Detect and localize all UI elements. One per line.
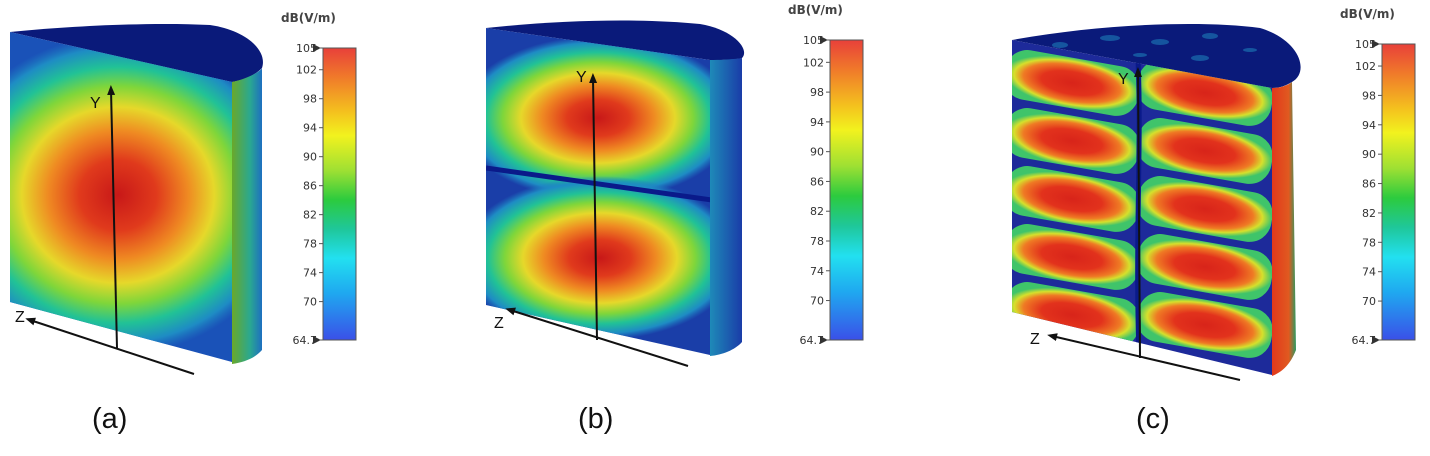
y-axis-label: Y (576, 69, 587, 86)
colorbar-tick-label: 94 (1362, 119, 1376, 132)
colorbar-tick-label: 64.7 (800, 334, 825, 347)
panel-caption: (c) (1136, 403, 1170, 435)
colorbar-tick-label: 105 (1355, 38, 1376, 51)
y-axis-arrow (1134, 67, 1143, 359)
panel-caption: (b) (578, 403, 613, 435)
max-marker-icon (1372, 40, 1380, 48)
colorbar-gradient (829, 39, 864, 341)
colorbar-tick-label: 82 (1362, 207, 1376, 220)
min-marker-icon (313, 336, 321, 344)
colorbar-tick-label: 98 (1362, 89, 1376, 102)
z-axis-label: Z (15, 309, 25, 326)
colorbar-tick-label: 78 (1362, 236, 1376, 249)
colorbar-tick-label: 86 (303, 180, 317, 193)
y-axis-arrow (589, 73, 598, 341)
y-axis-label: Y (1118, 71, 1129, 88)
colorbar-tick-label: 78 (303, 238, 317, 251)
cylinder-top-face (1012, 24, 1301, 88)
z-axis-arrow (1047, 333, 1241, 381)
panel-a: Y Z (a) (10, 23, 263, 435)
y-axis-arrow (107, 85, 118, 349)
colorbar-tick-label: 82 (810, 205, 824, 218)
colorbar-tick-label: 64.7 (1352, 334, 1377, 347)
y-axis-label: Y (90, 95, 101, 112)
colorbar-tick-label: 70 (810, 295, 824, 308)
max-marker-icon (313, 44, 321, 52)
panel-b: Y Z (b) (486, 20, 745, 435)
colorbar-tick-label: 74 (303, 267, 317, 280)
colorbar-tick-label: 102 (1355, 60, 1376, 73)
field-lobe (1012, 108, 1140, 174)
colorbar-gradient (322, 47, 357, 341)
colorbar-tick-label: 94 (810, 116, 824, 129)
z-axis-arrow (505, 307, 689, 367)
cylinder-side-face (232, 68, 262, 364)
field-front-face (10, 32, 232, 362)
z-axis-arrow (25, 317, 195, 375)
colorbar-tick-label: 98 (303, 93, 317, 106)
colorbar-tick-label: 86 (1362, 178, 1376, 191)
field-front-face (486, 28, 710, 355)
colorbar-tick-label: 70 (1362, 295, 1376, 308)
colorbar-tick-label: 74 (810, 265, 824, 278)
colorbar-tick-label: 102 (803, 56, 824, 69)
colorbar-tick-label: 86 (810, 175, 824, 188)
min-marker-icon (820, 336, 828, 344)
cylinder-side-face (710, 58, 742, 356)
colorbar-tick-label: 105 (803, 34, 824, 47)
field-lobe (1012, 50, 1140, 116)
field-lobe (1012, 224, 1140, 290)
field-lobe (1137, 234, 1272, 300)
colorbar-b: dB(V/m) 105 102 98 94 90 86 82 78 74 70 64.7 (788, 3, 864, 347)
panel-c: Y Z (c) (1012, 24, 1301, 435)
cylinder-top-face (486, 20, 745, 60)
colorbar-tick-label: 105 (296, 42, 317, 55)
colorbar-tick-label: 98 (810, 86, 824, 99)
min-marker-icon (1372, 336, 1380, 344)
colorbar-tick-label: 90 (1362, 148, 1376, 161)
field-lobe (1137, 176, 1272, 242)
colorbar-unit-label: dB(V/m) (1340, 7, 1395, 21)
colorbar-tick-label: 102 (296, 64, 317, 77)
field-lobe (1012, 166, 1140, 232)
colorbar-tick-label: 74 (1362, 266, 1376, 279)
max-marker-icon (820, 36, 828, 44)
colorbar-unit-label: dB(V/m) (788, 3, 843, 17)
colorbar-tick-label: 78 (810, 235, 824, 248)
panel-caption: (a) (92, 403, 127, 435)
cylinder-top-face (10, 23, 263, 82)
z-axis-label: Z (494, 315, 504, 332)
colorbar-tick-label: 90 (810, 146, 824, 159)
colorbar-tick-label: 64.7 (293, 334, 318, 347)
colorbar-unit-label: dB(V/m) (281, 11, 336, 25)
field-lobe (1137, 118, 1272, 184)
colorbar-gradient (1381, 43, 1416, 341)
colorbar-a: dB(V/m) 105 102 98 94 90 86 82 78 74 70 64.7 (281, 11, 357, 347)
field-lobe (1137, 292, 1272, 358)
colorbar-tick-label: 70 (303, 296, 317, 309)
field-front-face (1012, 40, 1272, 375)
colorbar-c: dB(V/m) 105 102 98 94 90 86 82 78 74 70 64.7 (1340, 7, 1416, 347)
colorbar-tick-label: 94 (303, 122, 317, 135)
colorbar-tick-label: 82 (303, 209, 317, 222)
cylinder-side-face (1272, 82, 1296, 376)
colorbar-tick-label: 90 (303, 151, 317, 164)
z-axis-label: Z (1030, 331, 1040, 348)
